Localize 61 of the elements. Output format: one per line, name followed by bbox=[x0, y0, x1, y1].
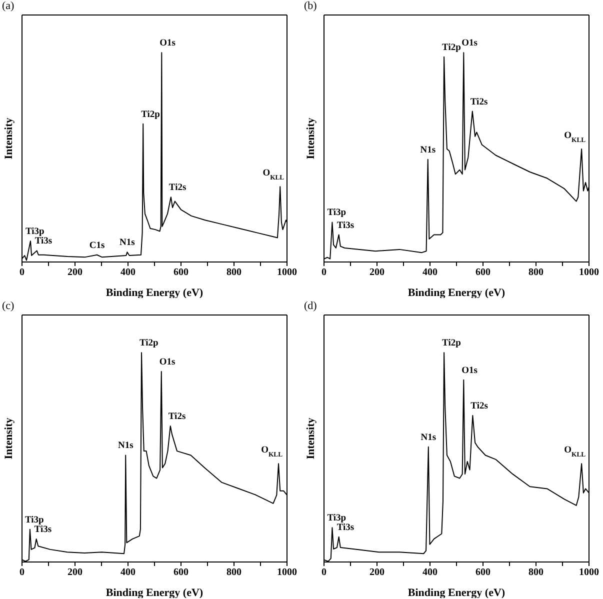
x-tick-label: 0 bbox=[322, 567, 326, 578]
x-tick-label: 800 bbox=[226, 267, 242, 278]
annotation: Ti3s bbox=[336, 220, 354, 231]
annotation: Ti3p bbox=[327, 208, 346, 218]
annotation: Ti2p bbox=[140, 338, 158, 349]
y-axis-title: Intensity bbox=[2, 417, 15, 460]
annotation: Ti3p bbox=[327, 514, 346, 524]
y-axis-title: Intensity bbox=[2, 117, 15, 160]
annotation: O1s bbox=[160, 38, 176, 49]
annotation: O$_{KLL}$ bbox=[564, 130, 586, 144]
x-tick-label: 400 bbox=[120, 567, 136, 578]
x-tick-label: 200 bbox=[370, 267, 384, 278]
x-tick-label: 0 bbox=[322, 267, 326, 278]
chart-title: (a) bbox=[2, 0, 14, 12]
x-tick-label: 400 bbox=[422, 267, 438, 278]
annotation: Ti3s bbox=[34, 524, 52, 535]
annotation: N1s bbox=[420, 145, 436, 156]
annotation: Ti3p bbox=[25, 227, 44, 238]
chart-title: (b) bbox=[304, 0, 317, 12]
annotation: Ti2s bbox=[168, 183, 186, 194]
annotation: Ti2p bbox=[442, 42, 461, 53]
annotation: Ti2p bbox=[442, 338, 461, 349]
chart-title: (c) bbox=[2, 300, 14, 312]
x-tick-label: 0 bbox=[20, 567, 24, 578]
annotation: O1s bbox=[462, 38, 478, 49]
annotation: O1s bbox=[462, 366, 478, 376]
x-tick-label: 200 bbox=[68, 267, 82, 278]
x-tick-label: 600 bbox=[174, 267, 188, 278]
x-tick-label: 1000 bbox=[277, 567, 297, 578]
x-tick-label: 200 bbox=[370, 567, 384, 578]
x-tick-label: 800 bbox=[528, 267, 544, 278]
x-tick-label: 600 bbox=[476, 267, 490, 278]
annotation: N1s bbox=[420, 432, 436, 443]
annotation: Ti3s bbox=[34, 236, 52, 247]
x-tick-label: 800 bbox=[528, 567, 544, 578]
annotation: N1s bbox=[118, 441, 134, 452]
x-tick-label: 600 bbox=[476, 567, 490, 578]
annotation: Ti3s bbox=[336, 522, 354, 533]
x-tick-label: 1000 bbox=[579, 267, 599, 278]
x-tick-label: 400 bbox=[120, 267, 136, 278]
annotation: N1s bbox=[120, 238, 136, 248]
y-axis-title: Intensity bbox=[304, 117, 317, 160]
annotation: Ti3p bbox=[24, 515, 44, 526]
x-tick-label: 400 bbox=[422, 567, 438, 578]
x-tick-label: 1000 bbox=[277, 267, 297, 278]
annotation: O$_{KLL}$ bbox=[261, 446, 284, 458]
x-tick-label: 600 bbox=[174, 567, 188, 578]
annotation: Ti2s bbox=[168, 412, 186, 422]
annotation: Ti2s bbox=[470, 401, 488, 412]
annotation: Ti2p bbox=[141, 110, 160, 120]
annotation: C1s bbox=[89, 240, 105, 251]
x-tick-label: 800 bbox=[226, 567, 242, 578]
chart-title: (d) bbox=[304, 300, 317, 312]
annotation: O1s bbox=[159, 358, 176, 368]
x-tick-label: 200 bbox=[68, 567, 82, 578]
x-tick-label: 0 bbox=[20, 267, 24, 278]
x-tick-label: 1000 bbox=[579, 567, 599, 578]
annotation: Ti2s bbox=[470, 97, 488, 108]
annotation: O$_{KLL}$ bbox=[262, 168, 285, 182]
y-axis-title: Intensity bbox=[304, 417, 317, 460]
annotation: O$_{KLL}$ bbox=[564, 446, 586, 458]
